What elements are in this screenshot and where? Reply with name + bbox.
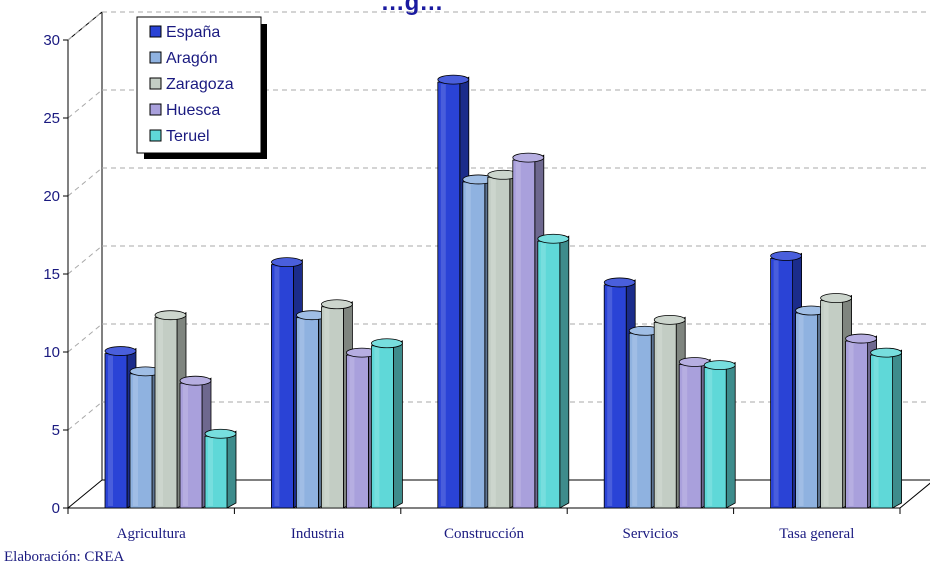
legend-swatch [149,103,162,116]
bar-teruel-construcción [537,233,570,509]
side-gridline [67,11,103,41]
legend: España Aragón Zaragoza Huesca Teruel [136,16,267,159]
side-gridline [67,323,103,353]
floor-right-edge [899,482,930,509]
bars [104,74,902,509]
bar-aragón-industria [295,310,328,509]
y-tick-label: 5 [52,422,60,439]
bar-teruel-agricultura [204,428,237,509]
legend-label: España [166,24,220,41]
y-tick-label: 20 [43,188,60,205]
y-tick-label: 10 [43,344,60,361]
bar-teruel-servicios [703,360,736,509]
y-tick-label: 15 [43,266,60,283]
bar-teruel-industria [370,338,403,509]
floor-left-edge [67,479,103,509]
y-tick-label: 0 [52,500,60,517]
side-gridline [67,167,103,197]
y-axis-tick-labels: 0 5 10 15 20 25 30 [43,32,68,517]
legend-swatch [149,77,162,90]
bar-teruel-tasa-general [870,347,902,509]
bar-españa-construcción [437,74,470,509]
y-tick-label: 25 [43,110,60,127]
side-gridline [67,89,103,119]
source-note: Elaboración: CREA [4,549,125,565]
legend-swatch [149,25,162,38]
x-tick-label: Servicios [622,526,678,542]
side-gridline [67,401,103,431]
legend-label: Teruel [166,128,210,145]
legend-label: Zaragoza [166,76,234,93]
side-gridline [67,245,103,275]
legend-swatch [149,51,162,64]
x-tick-label: Construcción [444,526,524,542]
legend-label: Aragón [166,50,218,67]
bar-zaragoza-industria [320,299,353,509]
chart-title: …g… [381,0,444,16]
y-tick-label: 30 [43,32,60,49]
x-axis-category-labels: Agricultura Industria Construcción Servicio… [67,508,901,542]
legend-swatch [149,129,162,142]
legend-label: Huesca [166,102,220,119]
x-tick-label: Tasa general [779,526,854,542]
x-tick-label: Industria [291,526,345,542]
x-tick-label: Agricultura [117,526,186,542]
